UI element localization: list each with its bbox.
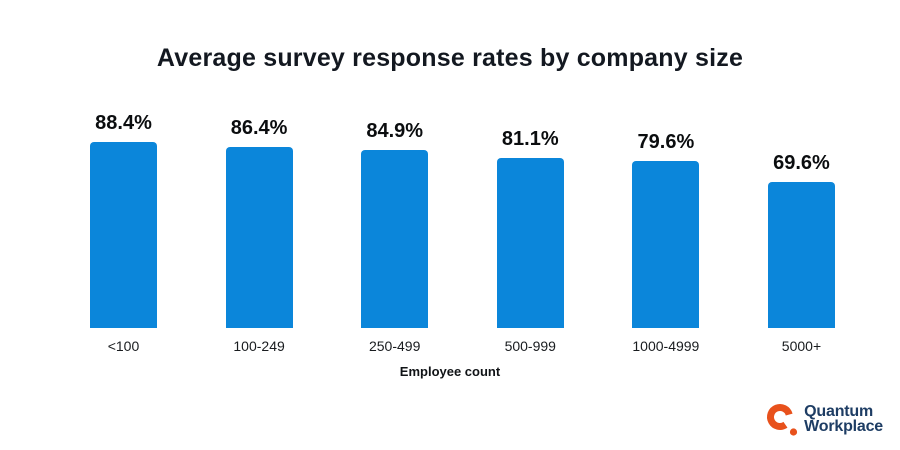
category-label: 5000+ bbox=[781, 338, 822, 354]
category-label: 1000-4999 bbox=[632, 338, 700, 354]
category-axis: <100 100-249 250-499 500-999 1000-4999 5000+ bbox=[90, 338, 835, 354]
logo-text-line2: Workplace bbox=[804, 418, 883, 435]
bar-value-label: 69.6% bbox=[773, 152, 830, 174]
bar-group: 86.4% bbox=[225, 117, 293, 328]
bar-value-label: 88.4% bbox=[95, 112, 152, 134]
bar-chart-plot: 88.4% 86.4% 84.9% 81.1% 79.6% 69.6% bbox=[90, 112, 835, 328]
bar bbox=[90, 142, 157, 328]
category-label: 500-999 bbox=[504, 338, 556, 354]
brand-logo: Quantum Workplace bbox=[765, 400, 883, 438]
bar-value-label: 84.9% bbox=[366, 120, 424, 142]
chart-title: Average survey response rates by company… bbox=[156, 44, 744, 72]
bar bbox=[496, 158, 564, 328]
bar-value-label: 86.4% bbox=[230, 117, 288, 139]
bar-group: 88.4% bbox=[90, 112, 157, 328]
bar bbox=[767, 182, 835, 328]
bar-group: 81.1% bbox=[496, 128, 564, 328]
bar-group: 79.6% bbox=[632, 131, 700, 328]
logo-text-line1: Quantum bbox=[804, 403, 873, 420]
bar-group: 69.6% bbox=[767, 152, 835, 328]
logo-wordmark: Quantum Workplace bbox=[804, 403, 883, 435]
quantum-q-icon bbox=[767, 404, 798, 436]
bar bbox=[361, 150, 429, 328]
x-axis-label: Employee count bbox=[399, 364, 501, 379]
bar-value-label: 79.6% bbox=[637, 131, 695, 153]
category-label: <100 bbox=[107, 338, 140, 354]
bar bbox=[225, 147, 293, 328]
bar-value-label: 81.1% bbox=[501, 128, 559, 150]
category-label: 250-499 bbox=[368, 338, 421, 354]
category-label: 100-249 bbox=[233, 338, 285, 354]
bar bbox=[632, 161, 700, 328]
bar-group: 84.9% bbox=[361, 120, 429, 328]
